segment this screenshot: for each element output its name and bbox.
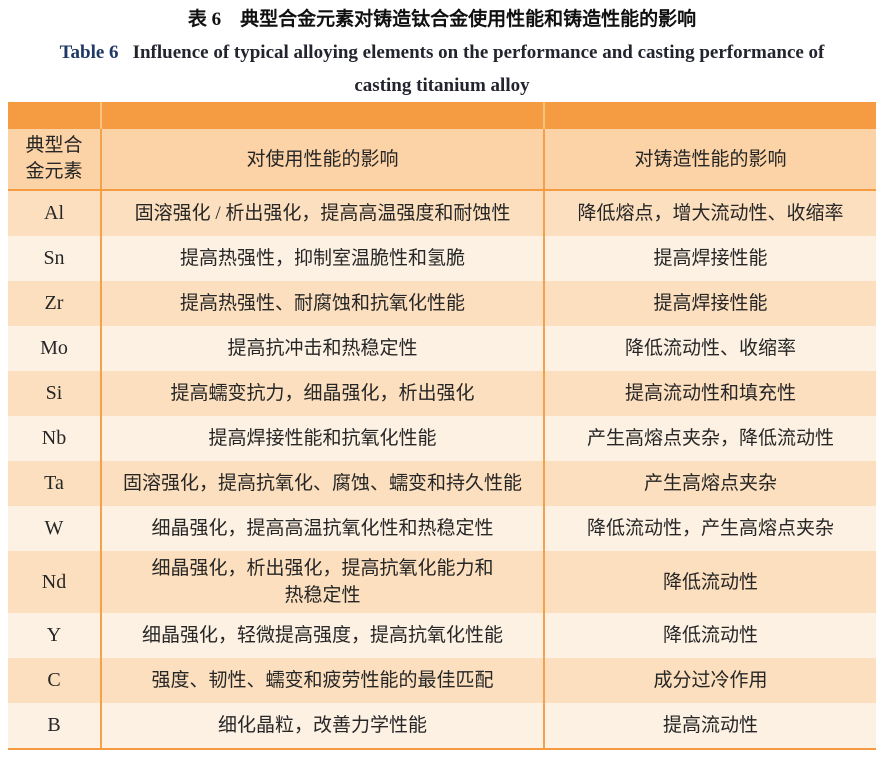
table-row-c: C 强度、韧性、蠕变和疲劳性能的最佳匹配 成分过冷作用 <box>8 658 876 703</box>
casting-cell: 降低流动性 <box>543 613 876 658</box>
table-row-al: Al 固溶强化 / 析出强化，提高高温强度和耐蚀性 降低熔点，增大流动性、收缩率 <box>8 191 876 236</box>
table-row-y: Y 细晶强化，轻微提高强度，提高抗氧化性能 降低流动性 <box>8 613 876 658</box>
element-cell: Nd <box>41 570 67 593</box>
casting-cell: 降低流动性，产生高熔点夹杂 <box>543 506 876 551</box>
table-row-mo: Mo 提高抗冲击和热稳定性 降低流动性、收缩率 <box>8 326 876 371</box>
table-row-si: Si 提高蠕变抗力，细晶强化，析出强化 提高流动性和填充性 <box>8 371 876 416</box>
table-row-sn: Sn 提高热强性，抑制室温脆性和氢脆 提高焊接性能 <box>8 236 876 281</box>
table-caption-en-text: Influence of typical alloying elements o… <box>132 42 825 96</box>
casting-cell: 提高焊接性能 <box>543 281 876 326</box>
usage-cell: 细晶强化，析出强化，提高抗氧化能力和 热稳定性 <box>100 551 543 613</box>
usage-cell: 提高热强性，抑制室温脆性和氢脆 <box>100 236 543 281</box>
element-cell: Ta <box>44 472 64 494</box>
table-row-nd: Nd 细晶强化，析出强化，提高抗氧化能力和 热稳定性 降低流动性 <box>8 551 876 613</box>
header-cell-usage: 对使用性能的影响 <box>100 129 543 189</box>
usage-cell: 提高焊接性能和抗氧化性能 <box>100 416 543 461</box>
table-caption-zh: 表 6 典型合金元素对铸造钛合金使用性能和铸造性能的影响 <box>187 9 697 30</box>
usage-cell: 细晶强化，轻微提高强度，提高抗氧化性能 <box>100 613 543 658</box>
top-bar-segment <box>543 102 876 129</box>
casting-cell: 降低流动性、收缩率 <box>543 326 876 371</box>
table-row-zr: Zr 提高热强性、耐腐蚀和抗氧化性能 提高焊接性能 <box>8 281 876 326</box>
top-bar-segment <box>8 102 100 129</box>
top-bar-segment <box>100 102 543 129</box>
table-row-ta: Ta 固溶强化，提高抗氧化、腐蚀、蠕变和持久性能 产生高熔点夹杂 <box>8 461 876 506</box>
table-caption-en-label: Table 6 <box>59 42 119 63</box>
casting-cell: 成分过冷作用 <box>543 658 876 703</box>
table-row-b: B 细化晶粒，改善力学性能 提高流动性 <box>8 703 876 748</box>
casting-cell: 产生高熔点夹杂，降低流动性 <box>543 416 876 461</box>
usage-cell: 提高蠕变抗力，细晶强化，析出强化 <box>100 371 543 416</box>
usage-cell: 固溶强化 / 析出强化，提高高温强度和耐蚀性 <box>100 191 543 236</box>
usage-cell: 细晶强化，提高高温抗氧化性和热稳定性 <box>100 506 543 551</box>
element-cell: Al <box>44 202 64 224</box>
usage-cell: 固溶强化，提高抗氧化、腐蚀、蠕变和持久性能 <box>100 461 543 506</box>
casting-cell: 产生高熔点夹杂 <box>543 461 876 506</box>
element-cell: Nb <box>41 427 67 449</box>
element-cell: B <box>47 714 61 736</box>
casting-cell: 提高流动性和填充性 <box>543 371 876 416</box>
element-cell: C <box>47 669 61 691</box>
table-caption-en: Table 6 Influence of typical alloying ele… <box>0 36 884 102</box>
casting-cell: 降低流动性 <box>543 551 876 613</box>
element-cell: Sn <box>43 247 65 269</box>
header-cell-element: 典型合 金元素 <box>25 135 83 182</box>
casting-cell: 提高焊接性能 <box>543 236 876 281</box>
element-cell: Si <box>45 382 63 404</box>
casting-cell: 降低熔点，增大流动性、收缩率 <box>543 191 876 236</box>
usage-cell: 提高热强性、耐腐蚀和抗氧化性能 <box>100 281 543 326</box>
casting-cell: 提高流动性 <box>543 703 876 748</box>
element-cell: Mo <box>40 337 68 359</box>
usage-cell: 强度、韧性、蠕变和疲劳性能的最佳匹配 <box>100 658 543 703</box>
element-cell: Zr <box>44 292 64 314</box>
alloy-elements-table: 典型合 金元素 对使用性能的影响 对铸造性能的影响 Al 固溶强化 / 析出强化… <box>8 102 876 750</box>
element-cell: W <box>44 517 64 539</box>
table-row-w: W 细晶强化，提高高温抗氧化性和热稳定性 降低流动性，产生高熔点夹杂 <box>8 506 876 551</box>
usage-cell: 提高抗冲击和热稳定性 <box>100 326 543 371</box>
table-body: Al 固溶强化 / 析出强化，提高高温强度和耐蚀性 降低熔点，增大流动性、收缩率… <box>8 191 876 748</box>
header-cell-casting: 对铸造性能的影响 <box>543 129 876 189</box>
table-header-row: 典型合 金元素 对使用性能的影响 对铸造性能的影响 <box>8 129 876 191</box>
element-cell: Y <box>46 624 62 646</box>
usage-cell: 细化晶粒，改善力学性能 <box>100 703 543 748</box>
table-row-nb: Nb 提高焊接性能和抗氧化性能 产生高熔点夹杂，降低流动性 <box>8 416 876 461</box>
table-top-bar <box>8 102 876 129</box>
